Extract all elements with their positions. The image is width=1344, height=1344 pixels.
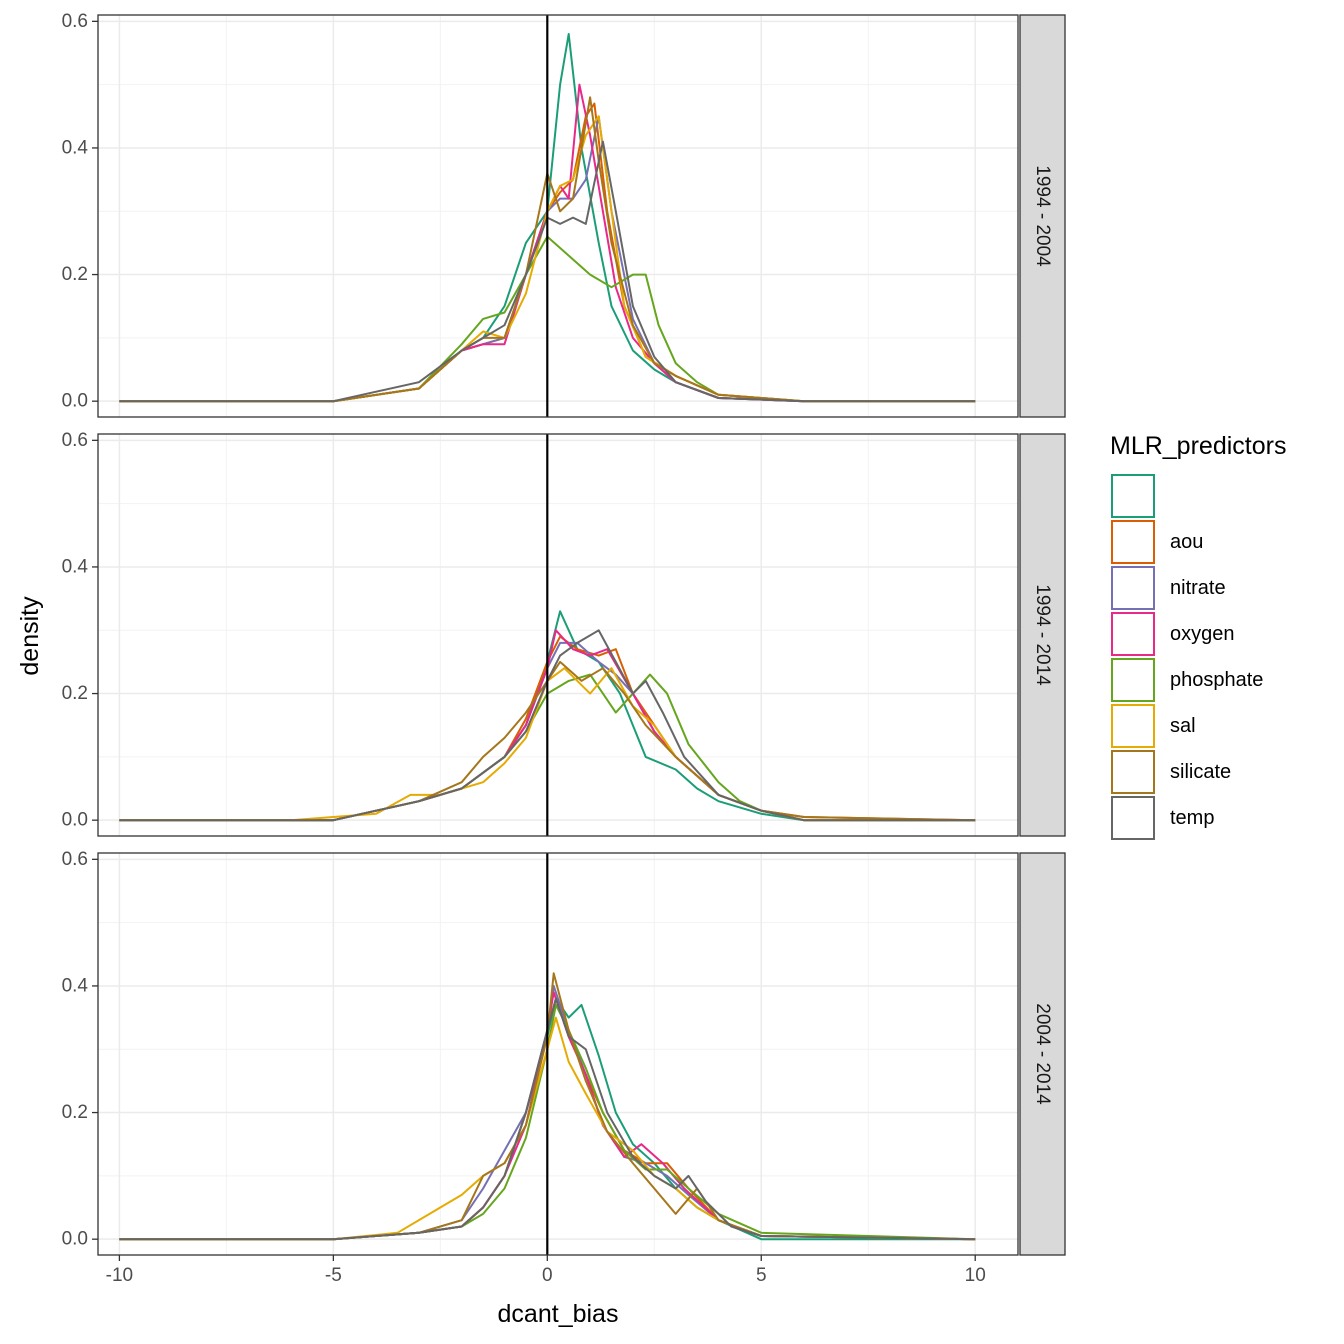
y-tick-label: 0.0 [62, 391, 88, 412]
facet-strip-label: 1994 - 2004 [1032, 165, 1053, 267]
legend-key-8 [1111, 796, 1155, 840]
panel-border [97, 852, 1019, 1256]
legend-label-5: phosphate [1170, 669, 1263, 691]
legend-key-1 [1111, 474, 1155, 518]
legend-key-4 [1111, 612, 1155, 656]
legend-label-2: aou [1170, 531, 1203, 553]
panel-border [97, 433, 1019, 837]
x-tick-label: -5 [325, 1265, 342, 1286]
y-tick-label: 0.0 [62, 810, 88, 831]
legend-key-5 [1111, 658, 1155, 702]
panel-background [98, 434, 1018, 836]
panel-background [98, 853, 1018, 1255]
facet-strip [1019, 852, 1066, 1256]
panel-background [98, 15, 1018, 417]
legend: MLR_predictors aou nitrate oxygen phosphate… [1110, 432, 1286, 840]
legend-key-7 [1111, 750, 1155, 794]
y-tick-label: 0.0 [62, 1229, 88, 1250]
x-tick-label: 10 [965, 1265, 986, 1286]
legend-key-6 [1111, 704, 1155, 748]
panel-1: 1994 - 2004 [97, 14, 1066, 418]
y-tick-label: 0.4 [62, 556, 89, 577]
legend-label-7: silicate [1170, 761, 1231, 783]
facet-strip [1019, 433, 1066, 837]
axes-layer: 0.0 0.2 0.4 0.6 0.0 0.2 0.4 0.6 0.0 0.2 0.4 0.6 -10 -… [62, 11, 986, 1286]
y-tick-label: 0.6 [62, 11, 88, 32]
legend-label-8: temp [1170, 807, 1214, 829]
y-axis-title: density [16, 596, 44, 676]
y-tick-label: 0.2 [62, 683, 88, 704]
y-tick-label: 0.6 [62, 430, 88, 451]
density-line-8 [119, 629, 976, 822]
y-tick-label: 0.2 [62, 264, 88, 285]
y-tick-label: 0.4 [62, 975, 89, 996]
x-tick-label: -10 [106, 1265, 133, 1286]
legend-key-2 [1111, 520, 1155, 564]
legend-label-3: nitrate [1170, 577, 1226, 599]
legend-label-4: oxygen [1170, 623, 1235, 645]
panel-border [97, 14, 1019, 418]
y-tick-label: 0.4 [62, 137, 89, 158]
y-tick-label: 0.6 [62, 849, 88, 870]
legend-key-3 [1111, 566, 1155, 610]
y-tick-label: 0.2 [62, 1102, 88, 1123]
panels-layer: 1994 - 2004 1994 - 2014 2004 - 2014 [97, 14, 1066, 1256]
density-line-8 [119, 140, 976, 403]
density-line-6 [119, 1016, 976, 1241]
x-tick-label: 0 [542, 1265, 553, 1286]
density-line-8 [119, 997, 976, 1241]
panel-3: 2004 - 2014 [97, 852, 1066, 1256]
panel-2: 1994 - 2014 [97, 433, 1066, 837]
x-axis-title: dcant_bias [498, 1300, 619, 1328]
facet-strip-label: 2004 - 2014 [1032, 1003, 1053, 1105]
facet-strip [1019, 14, 1066, 418]
legend-label-6: sal [1170, 715, 1196, 737]
legend-title: MLR_predictors [1110, 432, 1286, 460]
facet-strip-label: 1994 - 2014 [1032, 584, 1053, 686]
x-tick-label: 5 [756, 1265, 767, 1286]
